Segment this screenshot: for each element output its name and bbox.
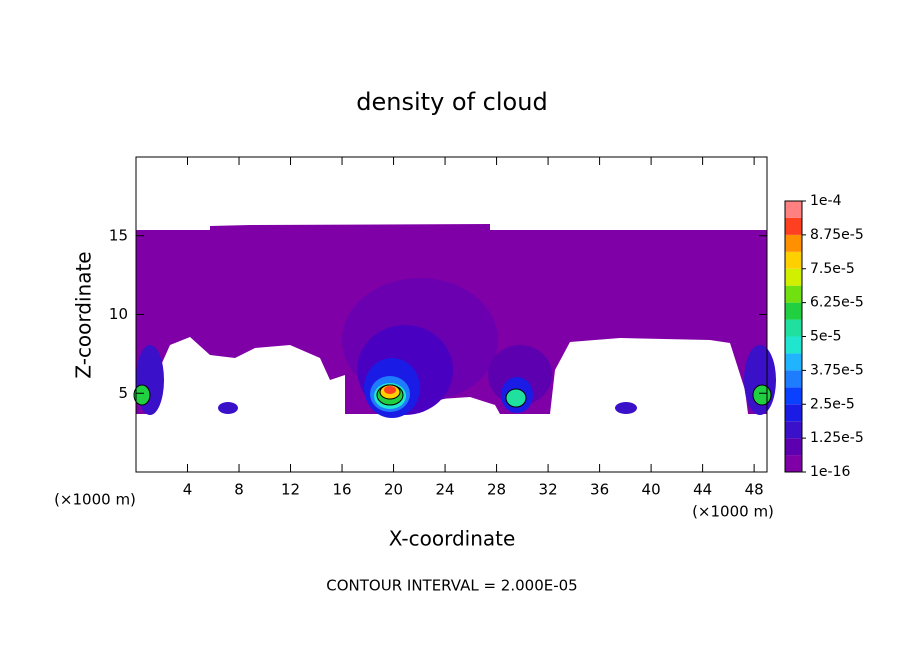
x-unit-label: (×1000 m)	[54, 491, 136, 509]
x-tick-label: 48	[745, 481, 764, 499]
x-tick-label: 20	[384, 481, 403, 499]
clear-region	[136, 414, 767, 472]
colorbar-band	[785, 336, 802, 354]
y-tick-label: 5	[118, 384, 128, 402]
y-tick-label: 15	[109, 226, 128, 244]
colorbar-band	[785, 455, 802, 472]
contour	[218, 402, 238, 414]
x-tick-label: 44	[693, 481, 712, 499]
x-tick-label: 8	[234, 481, 244, 499]
colorbar-band	[785, 285, 802, 303]
colorbar-label: 1.25e-5	[810, 430, 864, 446]
x-tick-label: 4	[183, 481, 193, 499]
colorbar-label: 8.75e-5	[810, 227, 864, 243]
colorbar-label: 1e-4	[810, 193, 842, 209]
colorbar-band	[785, 421, 802, 439]
contour	[752, 384, 772, 406]
colorbar-label: 7.5e-5	[810, 261, 855, 277]
colorbar-band	[785, 370, 802, 388]
colorbar-label: 3.75e-5	[810, 362, 864, 378]
x-unit-label: (×1000 m)	[692, 503, 774, 521]
x-tick-label: 36	[590, 481, 609, 499]
colorbar-label: 6.25e-5	[810, 295, 864, 311]
colorbar-band	[785, 302, 802, 320]
colorbar-band	[785, 251, 802, 269]
contour	[133, 384, 151, 406]
x-tick-label: 40	[642, 481, 661, 499]
colorbar-band	[785, 201, 802, 218]
field-edge	[210, 224, 490, 230]
colorbar-band	[785, 319, 802, 337]
x-tick-label: 32	[539, 481, 558, 499]
footnote: CONTOUR INTERVAL = 2.000E-05	[326, 577, 577, 595]
x-axis-label: X-coordinate	[389, 527, 516, 551]
contour-field	[133, 224, 776, 472]
contour	[384, 386, 396, 394]
chart-title: density of cloud	[356, 88, 547, 116]
colorbar-label: 5e-5	[810, 329, 841, 345]
y-axis-label: Z-coordinate	[72, 251, 96, 378]
colorbar-band	[785, 438, 802, 456]
colorbar-band	[785, 268, 802, 286]
colorbar-band	[785, 353, 802, 371]
y-tick-label: 10	[109, 305, 128, 323]
x-tick-label: 16	[332, 481, 351, 499]
clear-region	[150, 337, 345, 414]
x-tick-label: 28	[487, 481, 506, 499]
clear-region	[550, 338, 748, 414]
contour	[505, 388, 527, 408]
contour	[615, 402, 637, 414]
colorbar-band	[785, 217, 802, 235]
colorbar-band	[785, 234, 802, 252]
x-tick-label: 24	[436, 481, 455, 499]
colorbar-band	[785, 387, 802, 405]
x-tick-label: 12	[281, 481, 300, 499]
colorbar-label: 1e-16	[810, 464, 850, 480]
colorbar-band	[785, 404, 802, 422]
colorbar-label: 2.5e-5	[810, 396, 855, 412]
